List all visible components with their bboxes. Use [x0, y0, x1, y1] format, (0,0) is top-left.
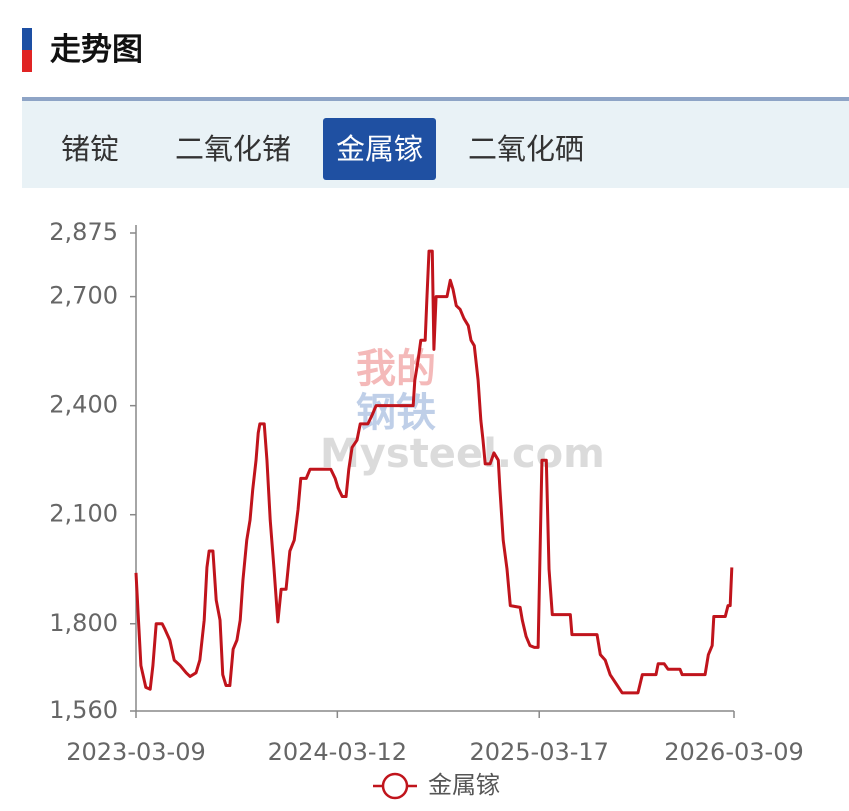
data-line [134, 249, 734, 695]
y-tick-label: 1,800 [49, 609, 118, 637]
y-tick-label: 1,560 [49, 696, 118, 724]
y-tick-label: 2,875 [49, 218, 118, 246]
x-tick-label: 2025-03-17 [469, 738, 608, 766]
tab[interactable]: 锗锭 [61, 132, 120, 166]
tab[interactable]: 金属镓 [323, 118, 437, 180]
x-tick-label: 2023-03-09 [66, 738, 205, 766]
header-title: 走势图 [50, 32, 143, 68]
tab[interactable]: 二氧化硒 [468, 132, 585, 166]
watermark-text: 钢铁 [356, 389, 436, 436]
header-accent [22, 28, 32, 72]
watermark-text: 我的 [356, 345, 436, 392]
y-tick-label: 2,700 [49, 282, 118, 310]
x-tick-label: 2024-03-12 [268, 738, 407, 766]
legend-label: 金属镓 [428, 771, 500, 799]
x-tick-label: 2026-03-09 [664, 738, 803, 766]
legend-marker [381, 772, 409, 800]
watermark-text: Mysteel.com [320, 431, 605, 477]
watermark: 我的 钢铁 Mysteel.com [320, 345, 605, 477]
y-tick-label: 2,400 [49, 391, 118, 419]
tab-bar: 锗锭 二氧化锗 金属镓 二氧化硒 [22, 97, 849, 188]
tab[interactable]: 二氧化锗 [175, 132, 292, 166]
chart: 我的 钢铁 Mysteel.com 1,560 1,800 2,100 2,400 2,… [49, 218, 804, 800]
y-tick-label: 2,100 [49, 500, 118, 528]
